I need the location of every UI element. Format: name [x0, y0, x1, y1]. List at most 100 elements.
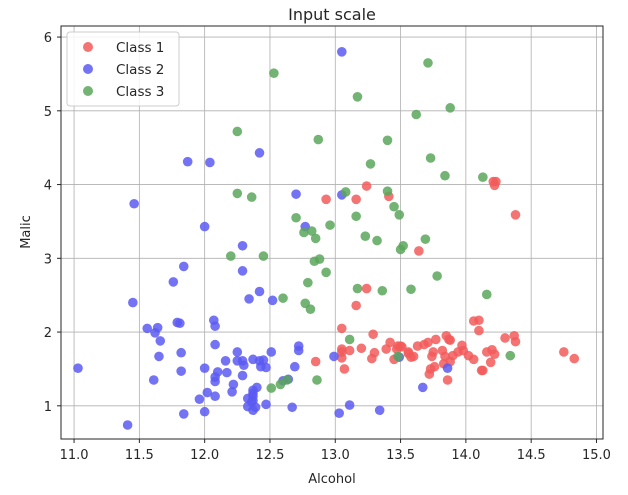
data-point-class-2	[155, 336, 166, 346]
data-point-class-3	[266, 383, 277, 393]
data-point-class-2	[148, 375, 159, 385]
data-point-class-2	[202, 387, 213, 398]
data-point-class-2	[199, 406, 210, 417]
data-point-class-3	[269, 68, 279, 78]
data-point-class-2	[293, 345, 304, 356]
data-points	[73, 47, 580, 430]
data-point-class-1	[481, 347, 492, 357]
data-point-class-2	[417, 382, 428, 393]
data-point-class-3	[395, 244, 406, 255]
data-point-class-3	[481, 289, 492, 300]
data-point-class-2	[199, 363, 210, 374]
data-point-class-3	[325, 220, 335, 230]
legend-marker-class-1	[83, 42, 93, 52]
legend-label-class-1: Class 1	[116, 40, 164, 56]
x-tick-label: 14.5	[517, 448, 546, 463]
data-point-class-2	[237, 266, 248, 276]
data-point-class-2	[337, 47, 347, 57]
x-axis-label: Alcohol	[308, 472, 355, 487]
y-axis-label: Malic	[19, 215, 34, 249]
legend-box	[66, 31, 180, 107]
data-point-class-1	[474, 325, 484, 336]
data-point-class-2	[254, 148, 265, 158]
y-tick-label: 1	[44, 400, 52, 415]
data-point-class-1	[509, 330, 519, 341]
data-point-class-1	[500, 333, 510, 343]
data-point-class-1	[368, 329, 378, 340]
data-point-class-1	[424, 369, 435, 379]
data-point-class-2	[334, 408, 344, 418]
x-tick-label: 12.5	[255, 448, 284, 463]
data-point-class-3	[360, 231, 371, 241]
data-point-class-2	[289, 361, 300, 372]
data-point-class-2	[128, 297, 138, 308]
data-point-class-3	[312, 375, 322, 385]
plot-frame	[60, 25, 604, 440]
data-point-class-2	[258, 355, 269, 365]
data-point-class-3	[372, 235, 382, 246]
data-point-class-2	[150, 328, 160, 338]
data-point-class-2	[250, 402, 261, 413]
data-point-class-2	[122, 420, 133, 430]
data-point-class-2	[248, 354, 258, 365]
y-tick-label: 3	[44, 252, 52, 267]
data-point-class-1	[310, 356, 321, 367]
data-point-class-1	[339, 364, 350, 374]
data-point-class-3	[232, 126, 243, 137]
data-point-class-1	[485, 357, 496, 368]
data-point-class-2	[210, 391, 220, 402]
data-point-class-2	[176, 366, 186, 376]
data-point-class-1	[337, 323, 347, 334]
data-point-class-3	[423, 58, 433, 68]
y-tick-label: 6	[44, 31, 52, 46]
data-point-class-3	[225, 251, 236, 261]
data-point-class-3	[299, 227, 309, 238]
data-point-class-2	[142, 323, 152, 334]
axis-ticks: 11.0 11.5 12.0 12.5 13.0 13.5 14.0 14.5 15.0 1 2 3 4…	[44, 31, 611, 463]
data-point-class-1	[431, 334, 441, 345]
data-point-class-2	[227, 387, 237, 397]
data-point-class-3	[420, 234, 431, 244]
x-tick-label: 13.0	[321, 448, 350, 463]
data-point-class-3	[394, 210, 405, 220]
data-point-class-1	[510, 210, 521, 220]
data-point-class-1	[427, 351, 437, 362]
data-point-class-2	[442, 363, 453, 374]
data-point-class-2	[212, 367, 223, 377]
data-point-class-1	[437, 345, 448, 356]
data-point-class-1	[569, 353, 580, 364]
data-point-class-3	[300, 298, 311, 309]
data-point-class-2	[254, 286, 265, 297]
data-point-class-3	[291, 212, 301, 223]
legend-label-class-3: Class 3	[116, 84, 164, 100]
x-tick-label: 11.0	[60, 448, 89, 463]
data-point-class-2	[205, 157, 215, 168]
data-point-class-2	[329, 351, 339, 362]
data-point-class-1	[344, 345, 355, 356]
legend-marker-class-2	[83, 64, 93, 74]
data-point-class-2	[168, 277, 179, 287]
data-point-class-2	[261, 399, 271, 410]
data-point-class-2	[210, 339, 220, 350]
data-point-class-1	[476, 365, 487, 376]
data-point-class-2	[194, 394, 205, 404]
data-point-class-3	[406, 284, 416, 295]
chart-title: Input scale	[288, 5, 376, 24]
data-point-class-3	[310, 233, 321, 244]
data-point-class-2	[244, 294, 254, 304]
data-point-class-2	[172, 317, 183, 328]
data-point-class-3	[352, 92, 363, 102]
data-point-class-3	[393, 351, 403, 362]
data-point-class-1	[391, 344, 402, 354]
data-point-class-1	[442, 375, 453, 385]
data-point-class-3	[258, 251, 269, 261]
data-point-class-1	[321, 194, 331, 205]
data-point-class-3	[321, 267, 331, 278]
data-point-class-3	[505, 350, 516, 361]
data-point-class-3	[389, 201, 399, 212]
data-point-class-3	[351, 211, 361, 222]
x-tick-label: 12.0	[190, 448, 219, 463]
data-point-class-2	[178, 409, 189, 419]
data-point-class-1	[337, 347, 347, 357]
